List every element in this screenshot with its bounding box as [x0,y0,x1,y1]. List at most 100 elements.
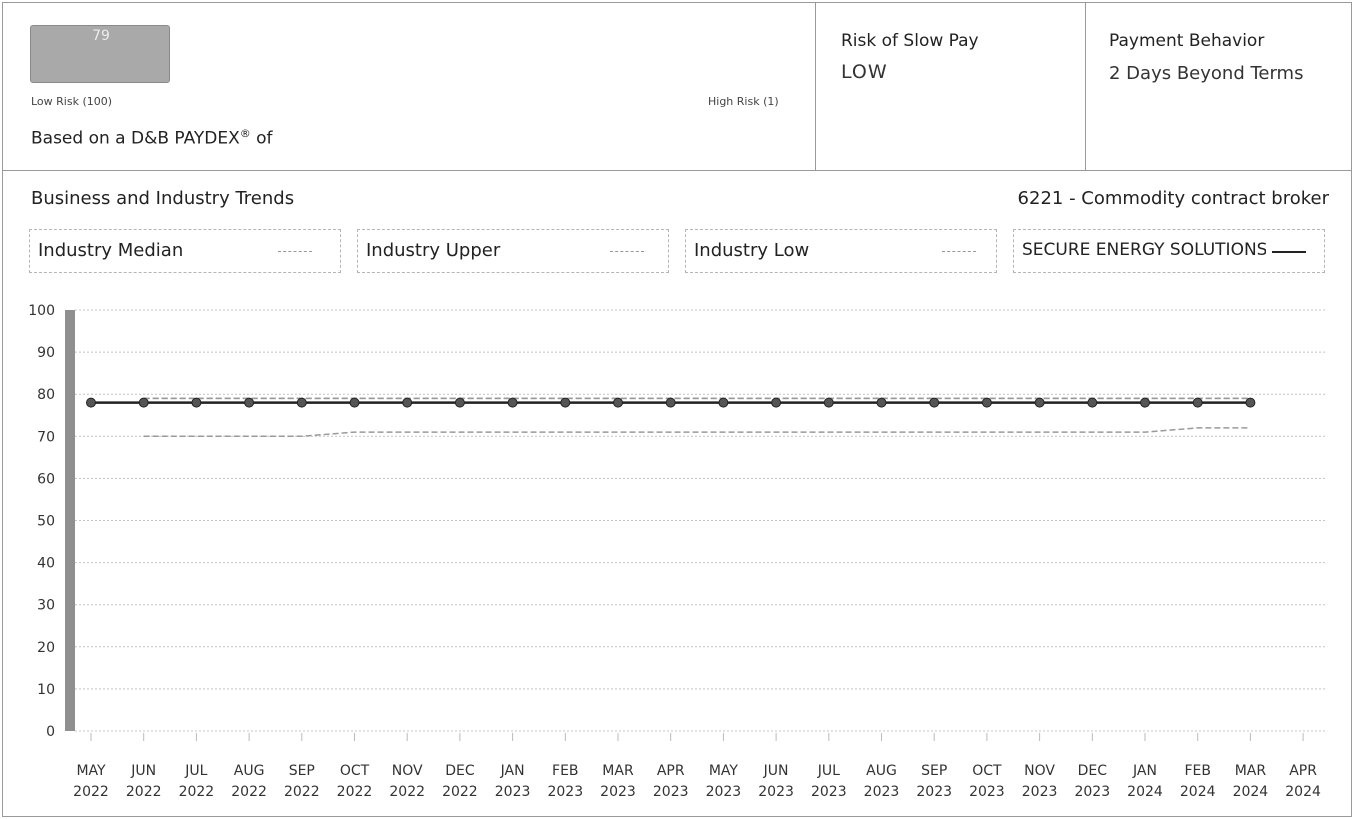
legend-label: SECURE ENERGY SOLUTIONS [1022,240,1266,260]
legend-company[interactable]: SECURE ENERGY SOLUTIONS [1013,229,1325,273]
low-risk-label: Low Risk (100) [31,95,113,108]
risk-scale-bar [65,310,75,731]
x-tick-year: 2024 [1127,784,1163,800]
legend-dashed-swatch [942,251,976,252]
data-point [1245,397,1256,408]
x-tick-year: 2023 [547,784,583,800]
x-tick-year: 2022 [179,784,215,800]
legend-label: Industry Upper [366,240,501,261]
payment-behavior-title: Payment Behavior [1109,31,1265,51]
x-tick-year: 2022 [337,784,373,800]
x-tick-month: NOV [1024,763,1055,779]
data-point [349,397,360,408]
x-tick-year: 2023 [653,784,689,800]
x-tick-month: NOV [392,763,423,779]
summary-row: 79 Low Risk (100) High Risk (1) Based on… [3,3,1351,171]
data-point [454,397,465,408]
data-point [138,397,149,408]
data-point [876,397,887,408]
payment-behavior-value: 2 Days Beyond Terms [1109,63,1304,84]
data-point [507,397,518,408]
legend-industry-low[interactable]: Industry Low [685,229,997,273]
x-tick-month: JUN [130,763,156,779]
x-tick-year: 2023 [1074,784,1110,800]
x-tick-year: 2023 [758,784,794,800]
x-tick-month: JUN [763,763,789,779]
x-tick-month: OCT [972,763,1002,779]
x-tick-month: SEP [289,763,315,779]
y-tick-label: 80 [37,387,55,403]
data-point [296,397,307,408]
x-tick-year: 2023 [1022,784,1058,800]
x-tick-month: AUG [866,763,897,779]
data-point [1192,397,1203,408]
x-tick-month: APR [1289,763,1317,779]
data-point [823,397,834,408]
data-point [1087,397,1098,408]
y-tick-label: 100 [28,303,55,319]
x-tick-month: MAY [76,763,106,779]
slow-pay-title: Risk of Slow Pay [841,31,979,51]
x-tick-month: JUL [817,763,840,779]
x-tick-month: OCT [340,763,370,779]
high-risk-label: High Risk (1) [708,95,779,108]
registered-mark: ® [239,127,251,140]
x-tick-year: 2024 [1233,784,1269,800]
x-tick-year: 2023 [495,784,531,800]
y-tick-label: 0 [46,724,55,740]
x-tick-month: JAN [500,763,525,779]
paydex-trend-chart: 0 10 20 30 40 50 60 70 80 90 100 MAY 2022 JUN 2022 JUL 2… [28,303,1325,800]
x-tick-year: 2024 [1180,784,1216,800]
x-tick-month: FEB [552,763,579,779]
x-tick-month: SEP [921,763,947,779]
x-tick-month: MAY [709,763,739,779]
x-tick-month: JAN [1132,763,1157,779]
legend-dashed-swatch [278,251,312,252]
y-tick-label: 70 [37,429,55,445]
y-tick-label: 40 [37,556,55,572]
data-point [1034,397,1045,408]
legend-label: Industry Low [694,240,810,261]
y-tick-label: 20 [37,640,55,656]
data-point [1140,397,1150,408]
x-tick-year: 2022 [442,784,478,800]
x-tick-month: MAR [1235,763,1267,779]
data-point [718,397,729,408]
x-tick-month: DEC [445,763,475,779]
legend-industry-median[interactable]: Industry Median [29,229,341,273]
data-point [402,397,413,408]
basis-suffix: of [250,128,273,149]
column-divider [1085,3,1086,170]
paydex-score-badge: 79 [30,25,170,83]
x-tick-year: 2023 [706,784,742,800]
y-tick-label: 60 [37,471,55,487]
basis-text: Based on a D&B PAYDEX [31,128,240,149]
data-point [771,397,782,408]
industry-code: 6221 - Commodity contract broker [1017,188,1329,209]
y-tick-label: 50 [37,514,55,530]
x-tick-month: APR [657,763,685,779]
data-point [191,397,202,408]
x-tick-month: JUL [184,763,207,779]
trends-title: Business and Industry Trends [31,188,295,209]
data-point [560,397,571,408]
slow-pay-value: LOW [841,61,888,83]
data-point [665,397,676,408]
x-tick-year: 2022 [126,784,162,800]
y-tick-label: 10 [37,682,55,698]
x-tick-year: 2024 [1285,784,1321,800]
x-tick-year: 2023 [864,784,900,800]
x-tick-year: 2022 [389,784,425,800]
paydex-score-value: 79 [92,28,110,44]
data-point [981,397,992,408]
x-tick-year: 2023 [811,784,847,800]
legend-solid-swatch [1272,251,1306,253]
x-tick-year: 2022 [231,784,267,800]
data-point [86,397,96,408]
x-tick-month: MAR [602,763,634,779]
legend-industry-upper[interactable]: Industry Upper [357,229,669,273]
legend-dashed-swatch [610,251,644,252]
column-divider [815,3,816,170]
x-tick-month: FEB [1184,763,1211,779]
